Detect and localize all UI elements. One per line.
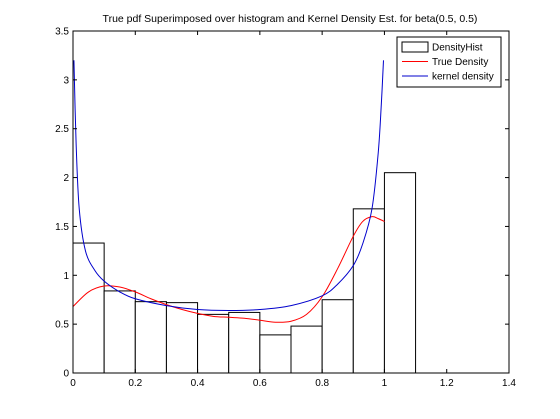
- series-line-kernel-density: [73, 60, 384, 311]
- y-tick-label: 3: [63, 75, 69, 86]
- histogram-bar: [103, 290, 136, 374]
- histogram-bar: [197, 313, 230, 374]
- histogram-bar: [383, 172, 417, 374]
- legend: DensityHist True Density kernel density: [396, 36, 502, 88]
- x-tick-label: 1.4: [502, 378, 516, 389]
- chart-title: True pdf Superimposed over histogram and…: [103, 13, 478, 25]
- histogram-bar: [134, 301, 167, 374]
- legend-swatch-hist: [401, 41, 429, 53]
- series-line-true-density: [73, 216, 385, 323]
- x-tick-label: 0.6: [253, 378, 267, 389]
- y-tick-label: 2.5: [55, 124, 69, 135]
- y-tick-label: 0.5: [55, 320, 69, 331]
- histogram-bar: [72, 242, 105, 374]
- y-tick-label: 0: [63, 369, 69, 380]
- x-tick-label: 0.4: [191, 378, 205, 389]
- histogram-bar: [352, 208, 385, 374]
- axes-box: [72, 30, 510, 374]
- y-tick-label: 2: [63, 173, 69, 184]
- histogram-bar: [321, 299, 354, 374]
- plot-area: 0 0.2 0.4 0.6 0.8 1 1.2 1.4 0 0.5 1 1.5 2 2.5 3 3.5 Dens…: [55, 27, 516, 390]
- legend-label: kernel density: [432, 72, 494, 83]
- legend-label: True Density: [432, 57, 488, 68]
- histogram-bar: [290, 325, 323, 374]
- histogram-bar: [228, 311, 261, 374]
- x-tick-label: 0.8: [315, 378, 329, 389]
- y-tick-label: 3.5: [55, 27, 69, 38]
- histogram-bar: [259, 334, 292, 374]
- legend-label: DensityHist: [432, 43, 483, 54]
- x-tick-label: 1.2: [440, 378, 454, 389]
- y-tick-label: 1: [63, 271, 69, 282]
- y-tick-label: 1.5: [55, 222, 69, 233]
- x-tick-label: 0: [70, 378, 76, 389]
- x-tick-label: 1: [382, 378, 388, 389]
- histogram-bar: [165, 302, 199, 374]
- x-tick-label: 0.2: [128, 378, 142, 389]
